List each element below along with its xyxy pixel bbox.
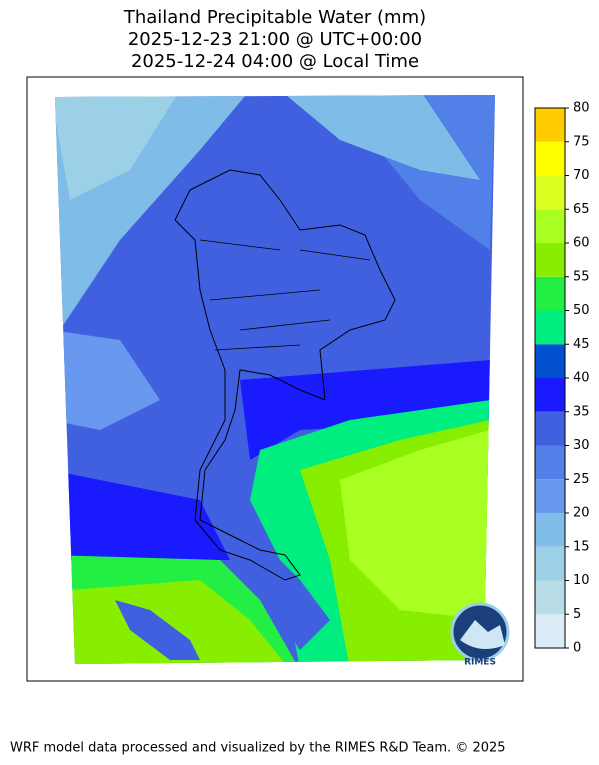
colorbar-tick-label: 5 [573,607,581,622]
footer: WRF model data processed and visualized … [10,741,506,756]
colorbar-tick-label: 0 [573,641,581,656]
colorbar-tick-label: 80 [573,101,590,116]
colorbar-bin [535,276,565,311]
title-line: 2025-12-24 04:00 @ Local Time [131,51,419,72]
colorbar-bin [535,243,565,277]
colorbar-tick-label: 55 [573,269,590,284]
colorbar-tick-label: 75 [573,134,590,149]
colorbar-tick-label: 40 [573,371,590,386]
colorbar-bin [535,378,565,412]
colorbar-tick-label: 60 [573,236,590,251]
colorbar-tick-label: 30 [573,438,590,453]
colorbar-bin [535,546,565,581]
colorbar-tick-label: 65 [573,202,590,217]
colorbar-bin [535,479,565,513]
logo-text: RIMES [464,658,496,668]
colorbar-bin [535,411,565,446]
colorbar-tick-label: 70 [573,168,590,183]
colorbar-tick-label: 10 [573,573,590,588]
colorbar-bin [535,209,565,243]
colorbar-tick-label: 35 [573,404,590,419]
colorbar-bin [535,310,565,345]
colorbar-bin [535,141,565,176]
title-line: 2025-12-23 21:00 @ UTC+00:00 [128,29,422,50]
colorbar-bin [535,580,565,615]
colorbar-bin [535,344,565,378]
colorbar-tick-label: 50 [573,303,590,318]
colorbar-tick-label: 45 [573,337,590,352]
colorbar-bin [535,513,565,547]
colorbar-tick-label: 25 [573,472,590,487]
colorbar-tick-label: 20 [573,506,590,521]
colorbar-bin [535,108,565,142]
map: RIMES [26,76,524,682]
title-line: Thailand Precipitable Water (mm) [123,7,426,28]
colorbar-bin [535,175,565,210]
colorbar-bin [535,614,565,648]
colorbar-tick-label: 15 [573,539,590,554]
colorbar-bin [535,445,565,480]
colorbar: 0 5 10 15 20 25 30 35 40 45 50 55 60 65 70 75 80 [534,101,590,656]
